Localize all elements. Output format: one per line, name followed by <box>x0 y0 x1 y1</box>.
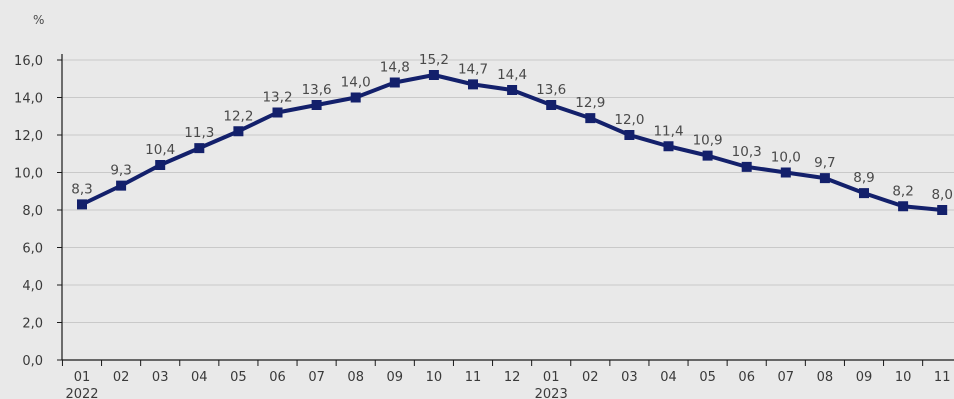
x-tick-label: 05 <box>699 370 716 385</box>
data-point-marker <box>741 161 752 172</box>
x-tick-label: 06 <box>738 370 755 385</box>
x-axis-ticks: 01 02 03 04 05 06 07 08 09 10 11 12 01 02 03 04 05 06 07 08… <box>61 360 951 399</box>
data-label: 9,3 <box>110 163 131 179</box>
data-point-marker <box>272 107 283 118</box>
data-label: 14,8 <box>380 60 410 76</box>
data-point-marker <box>585 113 596 124</box>
data-label: 11,3 <box>184 125 214 141</box>
data-point-marker <box>859 188 869 199</box>
data-point-marker <box>350 92 361 103</box>
x-tick-label: 02 <box>582 370 599 385</box>
x-tick-label: 12 <box>504 370 521 385</box>
x-tick-label: 07 <box>308 370 325 385</box>
data-label: 10,4 <box>145 142 175 158</box>
data-label: 10,0 <box>771 150 801 166</box>
y-tick-label: 0,0 <box>22 354 43 369</box>
data-point-marker <box>428 70 439 80</box>
x-tick-label: 06 <box>269 370 286 385</box>
data-label: 15,2 <box>419 52 449 68</box>
data-labels: 8,3 9,3 10,4 11,3 12,2 13,2 13,6 14,0 14,8 15,2 14… <box>71 52 953 203</box>
y-tick-label: 2,0 <box>22 317 43 332</box>
data-label: 9,7 <box>814 155 835 171</box>
data-label: 14,7 <box>458 61 488 77</box>
x-tick-label: 10 <box>426 370 443 385</box>
axes <box>61 54 954 361</box>
x-tick-label: 11 <box>934 370 951 385</box>
y-tick-label: 6,0 <box>22 242 43 257</box>
data-label: 10,3 <box>732 144 762 160</box>
x-tick-label: 09 <box>387 370 404 385</box>
y-axis-ticks: 0,0 2,0 4,0 6,0 8,0 10,0 12,0 14,0 16,0 <box>14 54 62 369</box>
x-year-label: 2023 <box>535 387 568 399</box>
y-axis-unit-label: % <box>33 13 44 27</box>
data-label: 12,2 <box>223 108 253 124</box>
x-tick-label: 03 <box>621 370 638 385</box>
data-point-marker <box>507 85 518 95</box>
data-label: 8,9 <box>853 170 874 186</box>
series-line <box>81 73 943 212</box>
x-year-label: 2022 <box>65 387 98 399</box>
data-label: 12,9 <box>575 95 605 111</box>
data-point-marker <box>194 143 205 154</box>
data-label: 13,6 <box>536 82 566 98</box>
x-tick-label: 08 <box>817 370 834 385</box>
data-label: 14,0 <box>341 75 371 91</box>
x-tick-label: 07 <box>778 370 795 385</box>
data-point-marker <box>702 150 713 161</box>
x-tick-label: 01 <box>543 370 560 385</box>
x-tick-label: 08 <box>347 370 364 385</box>
y-tick-label: 12,0 <box>14 129 43 144</box>
data-point-marker <box>468 79 478 90</box>
data-point-marker <box>311 100 322 110</box>
y-tick-label: 8,0 <box>22 204 43 219</box>
y-tick-label: 4,0 <box>22 279 43 294</box>
x-tick-label: 02 <box>113 370 130 385</box>
data-label: 8,3 <box>71 181 92 197</box>
data-point-marker <box>819 173 830 184</box>
data-label: 8,2 <box>892 183 913 199</box>
series-markers <box>77 70 948 215</box>
data-point-marker <box>77 199 87 210</box>
data-point-marker <box>546 100 557 110</box>
y-tick-label: 16,0 <box>14 54 43 69</box>
data-point-marker <box>898 201 909 212</box>
x-tick-label: 04 <box>191 370 208 385</box>
x-tick-label: 03 <box>152 370 169 385</box>
data-point-marker <box>389 77 400 88</box>
data-point-marker <box>937 205 948 215</box>
data-label: 13,6 <box>302 82 332 98</box>
data-label: 10,9 <box>693 133 723 149</box>
gridlines <box>62 59 954 323</box>
x-tick-label: 09 <box>856 370 873 385</box>
y-tick-label: 10,0 <box>14 167 43 182</box>
x-tick-label: 04 <box>660 370 677 385</box>
data-point-marker <box>233 126 244 137</box>
data-label: 8,0 <box>931 187 952 203</box>
x-tick-label: 11 <box>465 370 482 385</box>
x-tick-label: 01 <box>74 370 91 385</box>
data-label: 14,4 <box>497 67 527 83</box>
data-point-marker <box>663 141 674 152</box>
data-label: 12,0 <box>614 112 644 128</box>
x-tick-label: 10 <box>895 370 912 385</box>
data-label: 11,4 <box>653 123 683 139</box>
x-tick-label: 05 <box>230 370 247 385</box>
series-polyline <box>81 73 943 212</box>
data-point-marker <box>624 130 635 140</box>
data-label: 13,2 <box>262 90 292 106</box>
data-point-marker <box>155 160 166 170</box>
data-point-marker <box>116 180 127 191</box>
y-tick-label: 14,0 <box>14 92 43 107</box>
data-point-marker <box>780 167 791 178</box>
